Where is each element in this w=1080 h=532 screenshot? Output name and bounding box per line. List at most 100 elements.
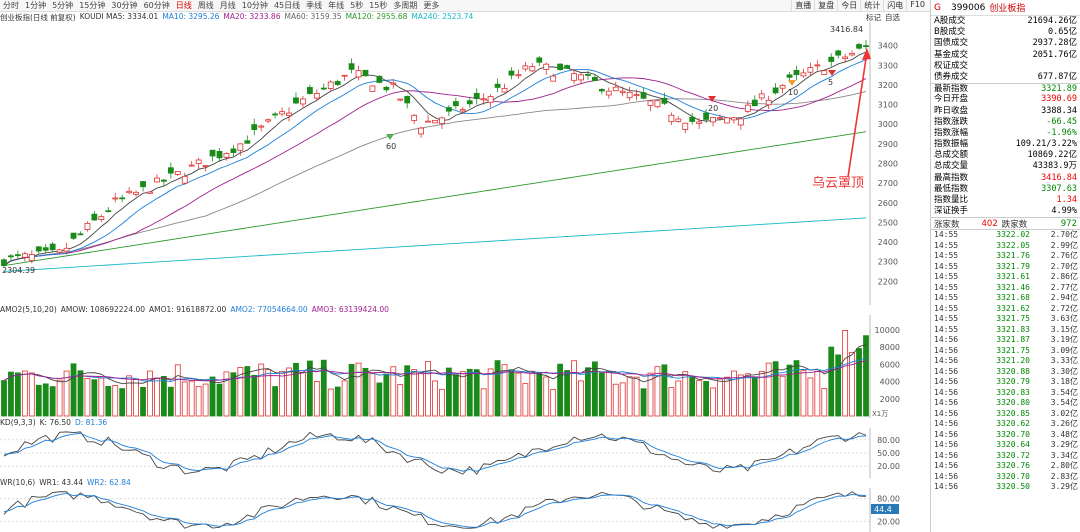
candle-body <box>15 254 21 257</box>
timeframe-tab[interactable]: 30分钟 <box>111 1 138 10</box>
indicator-value: AMO1: 91618872.00 <box>149 305 227 314</box>
amount-bar <box>195 386 202 417</box>
wr-tick-label: 80.00 <box>877 495 900 504</box>
amount-bar <box>202 383 209 417</box>
amount-bar <box>633 376 640 417</box>
candle-body <box>494 83 501 88</box>
tick-cell: 3.34亿 <box>1050 450 1078 460</box>
candle-body <box>640 92 647 99</box>
price-tick-label: 2400 <box>878 238 898 247</box>
stat-row: 国债成交 2937.28亿 <box>931 38 1080 49</box>
timeframe-tab[interactable]: 5分钟 <box>52 1 74 10</box>
amount-bar <box>188 380 195 417</box>
tick-row: 14:56 3321.75 3.09亿 <box>931 346 1080 357</box>
timeframe-tab[interactable]: 季线 <box>306 1 323 10</box>
amount-bar <box>661 364 668 417</box>
index-name: 创业板指 <box>989 4 1026 14</box>
amount-bar <box>605 371 612 417</box>
stat-value: 3416.84 <box>1041 172 1077 183</box>
candle-body <box>439 117 445 124</box>
signal-label: 10 <box>788 88 798 97</box>
candle-body <box>744 104 751 112</box>
candle-body <box>126 190 133 194</box>
candle-body <box>362 69 369 77</box>
toolbar-button[interactable]: 直播 <box>791 0 814 11</box>
candle-body <box>751 99 758 107</box>
toolbar-button[interactable]: 复盘 <box>814 0 837 11</box>
candle-body <box>272 113 279 116</box>
amount-bar <box>452 374 459 417</box>
timeframe-tab[interactable]: 分时 <box>3 1 19 10</box>
timeframe-tab[interactable]: 45日线 <box>273 1 301 10</box>
price-tick-label: 2200 <box>878 277 898 286</box>
toolbar-button[interactable]: 统计 <box>860 0 883 11</box>
timeframe-tab[interactable]: 更多 <box>423 1 440 10</box>
timeframe-tab[interactable]: 60分钟 <box>143 1 170 10</box>
tick-cell: 14:56 <box>934 461 959 471</box>
candle-body <box>779 85 786 89</box>
amount-bar <box>772 361 779 417</box>
price-tick-label: 3200 <box>878 81 898 90</box>
stat-row: A股成交 21694.26亿 <box>931 16 1080 27</box>
timeframe-tab[interactable]: 5秒 <box>350 1 364 10</box>
tick-cell: 3322.05 <box>996 240 1030 250</box>
tick-row: 14:55 3321.76 2.76亿 <box>931 251 1080 262</box>
mark-button[interactable]: 标记 <box>866 13 881 22</box>
amount-bar <box>126 375 133 417</box>
tick-cell: 14:55 <box>934 240 959 250</box>
tick-cell: 2.83亿 <box>1050 471 1078 481</box>
candle-body <box>585 73 591 76</box>
stat-row: 指数量比 1.34 <box>931 195 1080 206</box>
tick-row: 14:56 3320.72 3.34亿 <box>931 451 1080 462</box>
candle-body <box>772 87 779 94</box>
candle-body <box>612 86 619 92</box>
timeframe-tab[interactable]: 周线 <box>197 1 214 10</box>
timeframe-tab[interactable]: 多周期 <box>393 1 418 10</box>
candle-body <box>452 101 459 107</box>
up-count: 402 <box>981 218 998 229</box>
tick-cell: 3320.85 <box>996 408 1030 418</box>
timeframe-tab[interactable]: 1分钟 <box>25 1 47 10</box>
stat-value: 3321.89 <box>1041 84 1077 95</box>
timeframe-tab[interactable]: 15秒 <box>369 1 388 10</box>
sidebar-stats: A股成交 21694.26亿 B股成交 0.65亿 国债成交 2937.28亿 基金成交 20… <box>931 16 1080 217</box>
stat-label: 指数涨跌 <box>934 116 969 127</box>
amount-ma-line <box>3 359 867 382</box>
timeframe-tab[interactable]: 日线 <box>175 1 192 10</box>
amount-bar-chart[interactable]: 2000 4000 6000 8000 10000 X1万 <box>0 315 930 418</box>
amount-bar <box>56 379 63 417</box>
stat-row: 最低指数 3307.63 <box>931 184 1080 195</box>
candle-body <box>181 175 188 184</box>
timeframe-tab[interactable]: 月线 <box>219 1 236 10</box>
candle-body <box>529 66 536 72</box>
candlestick-chart[interactable]: 2200 2300 2400 2500 2600 2700 2800 2900 3000 3100… <box>0 22 930 305</box>
timeframe-tab[interactable]: 年线 <box>328 1 345 10</box>
amount-bar <box>84 378 91 417</box>
toolbar-button[interactable]: F10 <box>906 0 928 11</box>
toolbar-button[interactable]: 今日 <box>837 0 860 11</box>
tick-cell: 3320.64 <box>996 440 1030 450</box>
candle-body <box>717 117 723 119</box>
tick-cell: 14:56 <box>934 366 959 376</box>
amount-bar <box>230 372 237 417</box>
stat-label: 指数涨幅 <box>934 127 969 138</box>
timeframe-tab[interactable]: 15分钟 <box>79 1 106 10</box>
tick-row: 14:56 3320.79 3.18亿 <box>931 377 1080 388</box>
kd-indicator-chart[interactable]: 20.00 50.00 80.00 <box>0 428 930 478</box>
amount-bar <box>147 370 153 417</box>
candle-body <box>404 96 411 104</box>
candle-body <box>571 73 577 81</box>
candle-body <box>515 74 522 77</box>
tick-cell: 3320.80 <box>996 398 1030 408</box>
toolbar-button[interactable]: 闪电 <box>883 0 906 11</box>
candle-body <box>286 112 292 117</box>
amount-bar <box>765 362 772 417</box>
stat-row: 基金成交 2051.76亿 <box>931 50 1080 61</box>
tick-list[interactable]: 14:55 3322.02 2.70亿 14:55 3322.05 2.99亿 14:55 3… <box>931 230 1080 493</box>
self-select-button[interactable]: 自选 <box>885 13 900 22</box>
candle-body <box>605 90 612 96</box>
indicator-value: 创业板指(日线 前复权) <box>0 13 76 22</box>
amount-bar <box>265 369 272 417</box>
timeframe-tab[interactable]: 10分钟 <box>241 1 268 10</box>
